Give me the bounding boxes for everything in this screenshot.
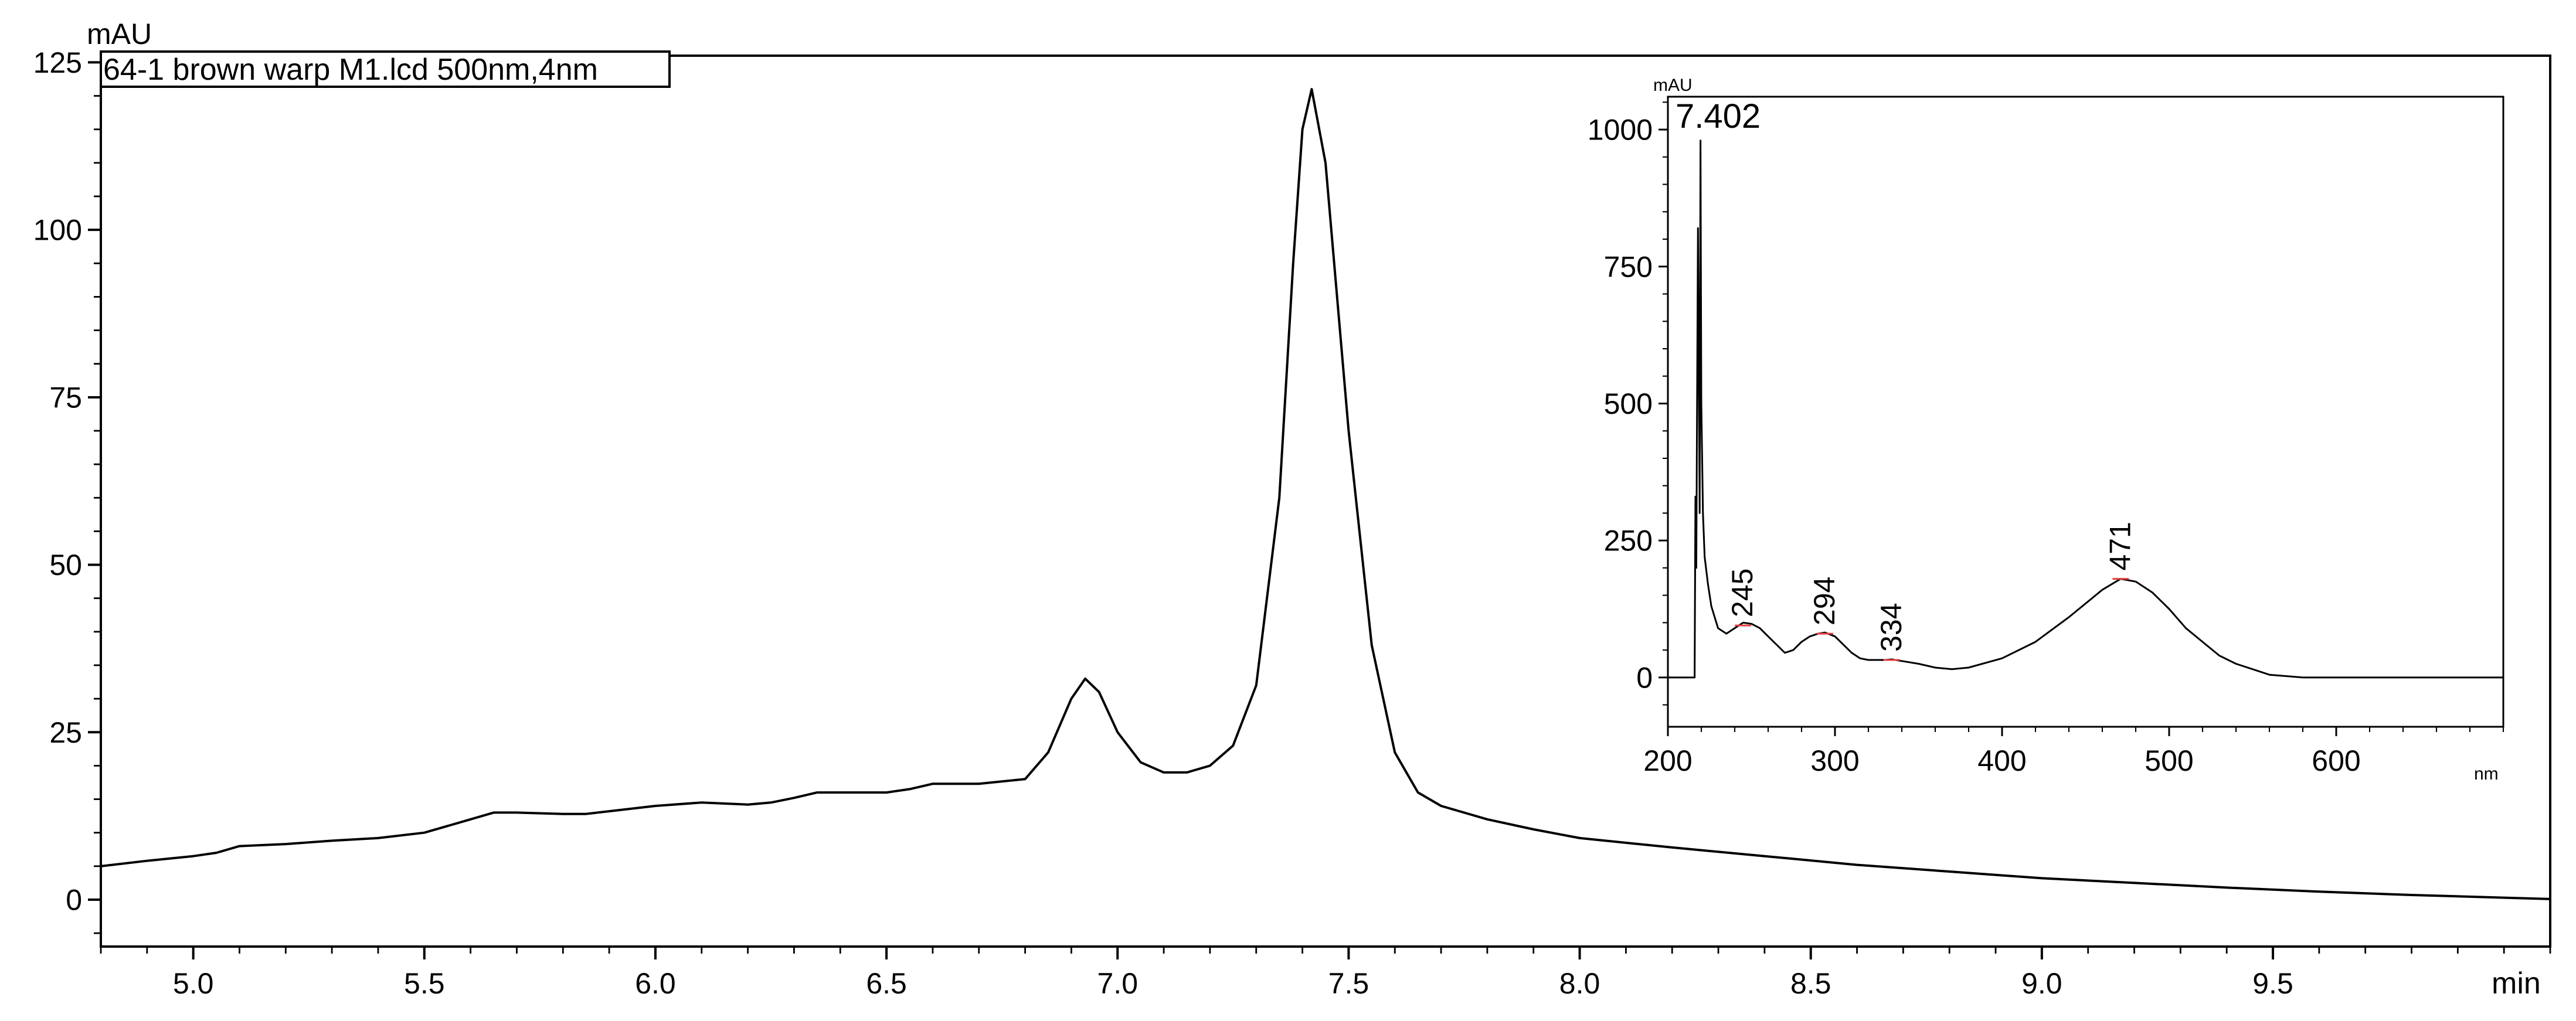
- main-x-tick-label: 8.0: [1559, 967, 1600, 1000]
- inset-plot-frame: [1667, 96, 2504, 728]
- inset-peak-label: 471: [2103, 522, 2136, 570]
- inset-peak-label: 334: [1875, 603, 1908, 652]
- inset-x-tick-label: 300: [1810, 744, 1859, 777]
- main-x-tick-label: 6.0: [635, 967, 676, 1000]
- main-trace: [100, 88, 2551, 900]
- main-y-tick-label: 75: [49, 381, 82, 414]
- inset-peak-label: 245: [1726, 569, 1759, 617]
- inset-x-tick-label: 400: [1977, 744, 2026, 777]
- main-x-tick-label: 6.5: [866, 967, 907, 1000]
- inset-series-line: [1668, 139, 2503, 679]
- inset-y-tick-label: 500: [1604, 387, 1653, 420]
- main-y-tick-label: 100: [33, 214, 82, 247]
- main-axes: 5.0 5.5 6.0 6.5 7.0 7.5 8.0 8.5 9.0 9.5 0 25 50 75 100…: [33, 46, 2551, 1000]
- main-x-tick-label: 5.0: [173, 967, 214, 1000]
- main-y-tick-label: 125: [33, 46, 82, 79]
- main-x-tick-label: 9.0: [2021, 967, 2062, 1000]
- inset-axes: 200 300 400 500 600 0 250 500 750 1000: [1588, 96, 2504, 777]
- main-plot-frame: [100, 55, 2551, 948]
- main-title-box: 64-1 brown warp M1.lcd 500nm,4nm: [100, 50, 671, 88]
- inset-y-tick-label: 750: [1604, 250, 1653, 283]
- main-y-tick-label: 50: [49, 549, 82, 581]
- inset-x-tick-label: 200: [1643, 744, 1692, 777]
- inset-y-tick-label: 1000: [1588, 114, 1653, 147]
- inset-y-axis-label: mAU: [1653, 76, 1693, 95]
- inset-annotations: 245 294 334 471: [1726, 522, 2136, 661]
- main-x-tick-label: 5.5: [404, 967, 445, 1000]
- main-plot: 5.0 5.5 6.0 6.5 7.0 7.5 8.0 8.5 9.0 9.5 0 25 50 75 100…: [33, 18, 2551, 1000]
- main-x-axis-label: min: [2492, 966, 2541, 1000]
- inset-x-axis-label: nm: [2474, 764, 2499, 784]
- inset-x-tick-label: 600: [2312, 744, 2360, 777]
- inset-peak-time-label: 7.402: [1676, 97, 1761, 135]
- inset-x-tick-label: 500: [2145, 744, 2193, 777]
- main-x-tick-label: 8.5: [1790, 967, 1831, 1000]
- inset-y-tick-label: 250: [1604, 525, 1653, 557]
- main-series-line: [100, 88, 2551, 900]
- main-y-tick-label: 0: [66, 884, 82, 917]
- main-title: 64-1 brown warp M1.lcd 500nm,4nm: [103, 53, 598, 87]
- main-x-tick-label: 7.5: [1328, 967, 1369, 1000]
- inset-trace: [1668, 139, 2503, 679]
- inset-plot: 200 300 400 500 600 0 250 500 750 1000 245 294 334 4…: [1588, 76, 2504, 784]
- main-x-tick-label: 7.0: [1097, 967, 1139, 1000]
- inset-y-tick-label: 0: [1636, 661, 1653, 694]
- main-y-axis-label: mAU: [87, 18, 152, 50]
- inset-peak-label: 294: [1808, 577, 1841, 625]
- main-x-tick-label: 9.5: [2252, 967, 2293, 1000]
- main-y-tick-label: 25: [49, 716, 82, 749]
